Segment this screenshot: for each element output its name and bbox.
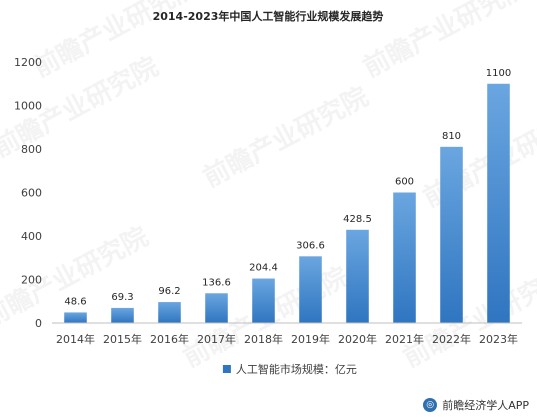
x-tick-label: 2019年 bbox=[291, 332, 330, 346]
legend: 人工智能市场规模：亿元 bbox=[222, 362, 357, 376]
footer-label: 前瞻经济学人APP bbox=[442, 399, 529, 412]
y-tick-label: 1200 bbox=[14, 56, 42, 69]
y-tick-label: 0 bbox=[35, 317, 42, 330]
y-tick-label: 800 bbox=[21, 143, 42, 156]
x-tick-label: 2023年 bbox=[479, 332, 518, 346]
x-tick-label: 2021年 bbox=[385, 332, 424, 346]
y-tick-label: 600 bbox=[21, 187, 42, 200]
data-label: 48.6 bbox=[64, 296, 86, 307]
legend-label: 人工智能市场规模：亿元 bbox=[236, 362, 357, 376]
y-tick-label: 400 bbox=[21, 230, 42, 243]
data-label: 306.6 bbox=[296, 240, 325, 251]
bar bbox=[299, 256, 322, 323]
x-axis: 2014年 2015年 2016年 2017年 2018年 2019年 2020年 2021年… bbox=[52, 322, 522, 346]
watermark-text: 前瞻产业研究院 bbox=[418, 101, 537, 214]
bar bbox=[252, 278, 275, 323]
x-tick-label: 2018年 bbox=[244, 332, 283, 346]
y-tick-label: 1000 bbox=[14, 100, 42, 113]
y-axis: 0 200 400 600 800 1000 1200 bbox=[14, 56, 42, 330]
bar-series: 48.6 69.3 96.2 136.6 204.4 306.6 428.5 600 810 11… bbox=[64, 68, 511, 323]
x-tick-label: 2014年 bbox=[56, 332, 95, 346]
x-tick-label: 2020年 bbox=[338, 332, 377, 346]
bar bbox=[64, 312, 87, 323]
x-tick-label: 2016年 bbox=[150, 332, 189, 346]
data-label: 204.4 bbox=[249, 263, 278, 274]
data-label: 96.2 bbox=[158, 286, 180, 297]
data-label: 600 bbox=[395, 177, 414, 188]
bar bbox=[346, 229, 369, 323]
bar bbox=[205, 293, 228, 323]
data-label: 136.6 bbox=[202, 277, 231, 288]
qianzhan-logo-icon: ◎ bbox=[423, 398, 438, 412]
bar bbox=[440, 146, 463, 323]
watermark-text: 前瞻产业研究院 bbox=[398, 261, 537, 374]
data-label: 810 bbox=[442, 131, 461, 142]
x-tick-label: 2017年 bbox=[197, 332, 236, 346]
chart-title: 2014-2023年中国人工智能行业规模发展趋势 bbox=[153, 9, 384, 23]
bar bbox=[158, 302, 181, 323]
x-tick-label: 2015年 bbox=[103, 332, 142, 346]
data-label: 1100 bbox=[486, 68, 511, 79]
footer-logo[interactable]: ◎ 前瞻经济学人APP bbox=[423, 397, 529, 413]
bar bbox=[111, 307, 134, 323]
x-tick-label: 2022年 bbox=[432, 332, 471, 346]
data-label: 428.5 bbox=[343, 214, 372, 225]
bar bbox=[393, 192, 416, 323]
data-label: 69.3 bbox=[111, 292, 133, 303]
watermark-text: 前瞻产业研究院 bbox=[198, 81, 373, 194]
bar bbox=[487, 83, 510, 323]
legend-swatch bbox=[222, 365, 231, 373]
y-tick-label: 200 bbox=[21, 274, 42, 287]
